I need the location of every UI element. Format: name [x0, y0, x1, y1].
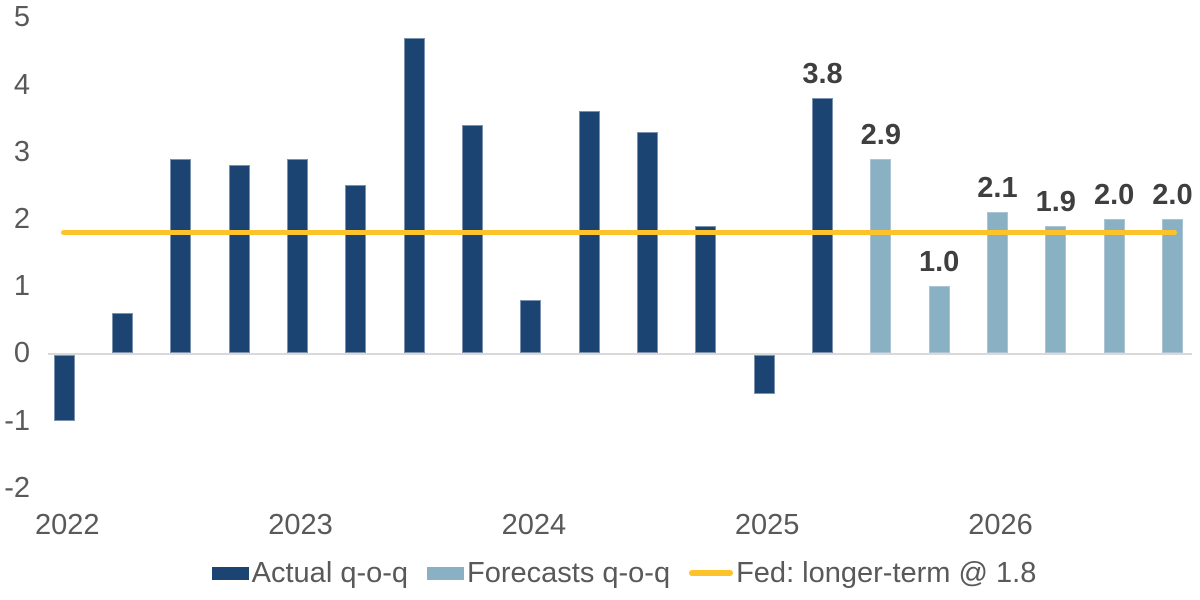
- data-label: 3.8: [802, 58, 843, 91]
- y-axis-tick-label: -1: [4, 404, 30, 437]
- bar-2022-q3: [170, 158, 192, 354]
- legend-label-forecast: Forecasts q-o-q: [467, 557, 671, 589]
- bar-2022-q1: [53, 355, 75, 421]
- y-axis-tick-label: 2: [13, 203, 30, 235]
- legend-item-actual: Actual q-o-q: [211, 556, 409, 590]
- forecast-series-swatch-icon: [427, 566, 465, 580]
- bar-2026-q3: [1103, 219, 1125, 354]
- bar-2025-q1: [753, 355, 775, 394]
- bar-2024-q4: [695, 225, 717, 354]
- bar-2023-q1: [287, 158, 309, 354]
- legend-item-forecast: Forecasts q-o-q: [427, 556, 670, 590]
- y-axis-tick-label: -2: [4, 471, 30, 504]
- bar-2023-q3: [403, 37, 425, 354]
- data-label: 2.1: [977, 172, 1018, 205]
- x-axis-year-label: 2023: [268, 509, 333, 541]
- x-axis-year-label: 2024: [501, 509, 567, 541]
- fed-longer-term-line: [61, 229, 1177, 236]
- data-label: 1.0: [918, 246, 960, 279]
- actual-series-swatch-icon: [211, 566, 249, 580]
- x-axis-year-label: 2022: [34, 509, 100, 541]
- data-label: 2.9: [860, 118, 901, 151]
- x-axis-year-label: 2026: [968, 509, 1033, 541]
- bar-2025-q2: [811, 98, 833, 354]
- bar-2025-q3: [870, 158, 892, 354]
- x-axis-year-label: 2025: [734, 509, 800, 541]
- bar-2026-q1: [986, 212, 1008, 354]
- bar-2025-q4: [928, 286, 950, 354]
- bar-2026-q4: [1161, 219, 1183, 354]
- data-label: 2.0: [1093, 179, 1135, 211]
- legend-label-actual: Actual q-o-q: [251, 557, 409, 589]
- y-axis-tick-label: 1: [13, 270, 30, 303]
- bar-2024-q1: [520, 299, 542, 354]
- fed-line-swatch-icon: [689, 570, 734, 576]
- legend: Actual q-o-q Forecasts q-o-q Fed: longer…: [24, 556, 1200, 590]
- bar-2023-q2: [345, 185, 367, 354]
- legend-label-fed-line: Fed: longer-term @ 1.8: [736, 557, 1037, 589]
- zero-axis-line: [48, 353, 1192, 356]
- y-axis-tick-label: 4: [13, 68, 30, 101]
- y-axis-tick-label: 3: [13, 135, 30, 168]
- bar-2026-q2: [1045, 225, 1067, 354]
- bar-2024-q3: [637, 131, 658, 354]
- bar-2023-q4: [462, 124, 483, 354]
- bar-2022-q4: [228, 165, 250, 354]
- bar-2022-q2: [112, 313, 134, 354]
- y-axis-tick-label: 5: [13, 1, 30, 34]
- legend-item-fed-line: Fed: longer-term @ 1.8: [689, 556, 1036, 590]
- data-label: 1.9: [1035, 185, 1076, 218]
- data-label: 2.0: [1152, 179, 1193, 211]
- y-axis-tick-label: 0: [13, 337, 30, 370]
